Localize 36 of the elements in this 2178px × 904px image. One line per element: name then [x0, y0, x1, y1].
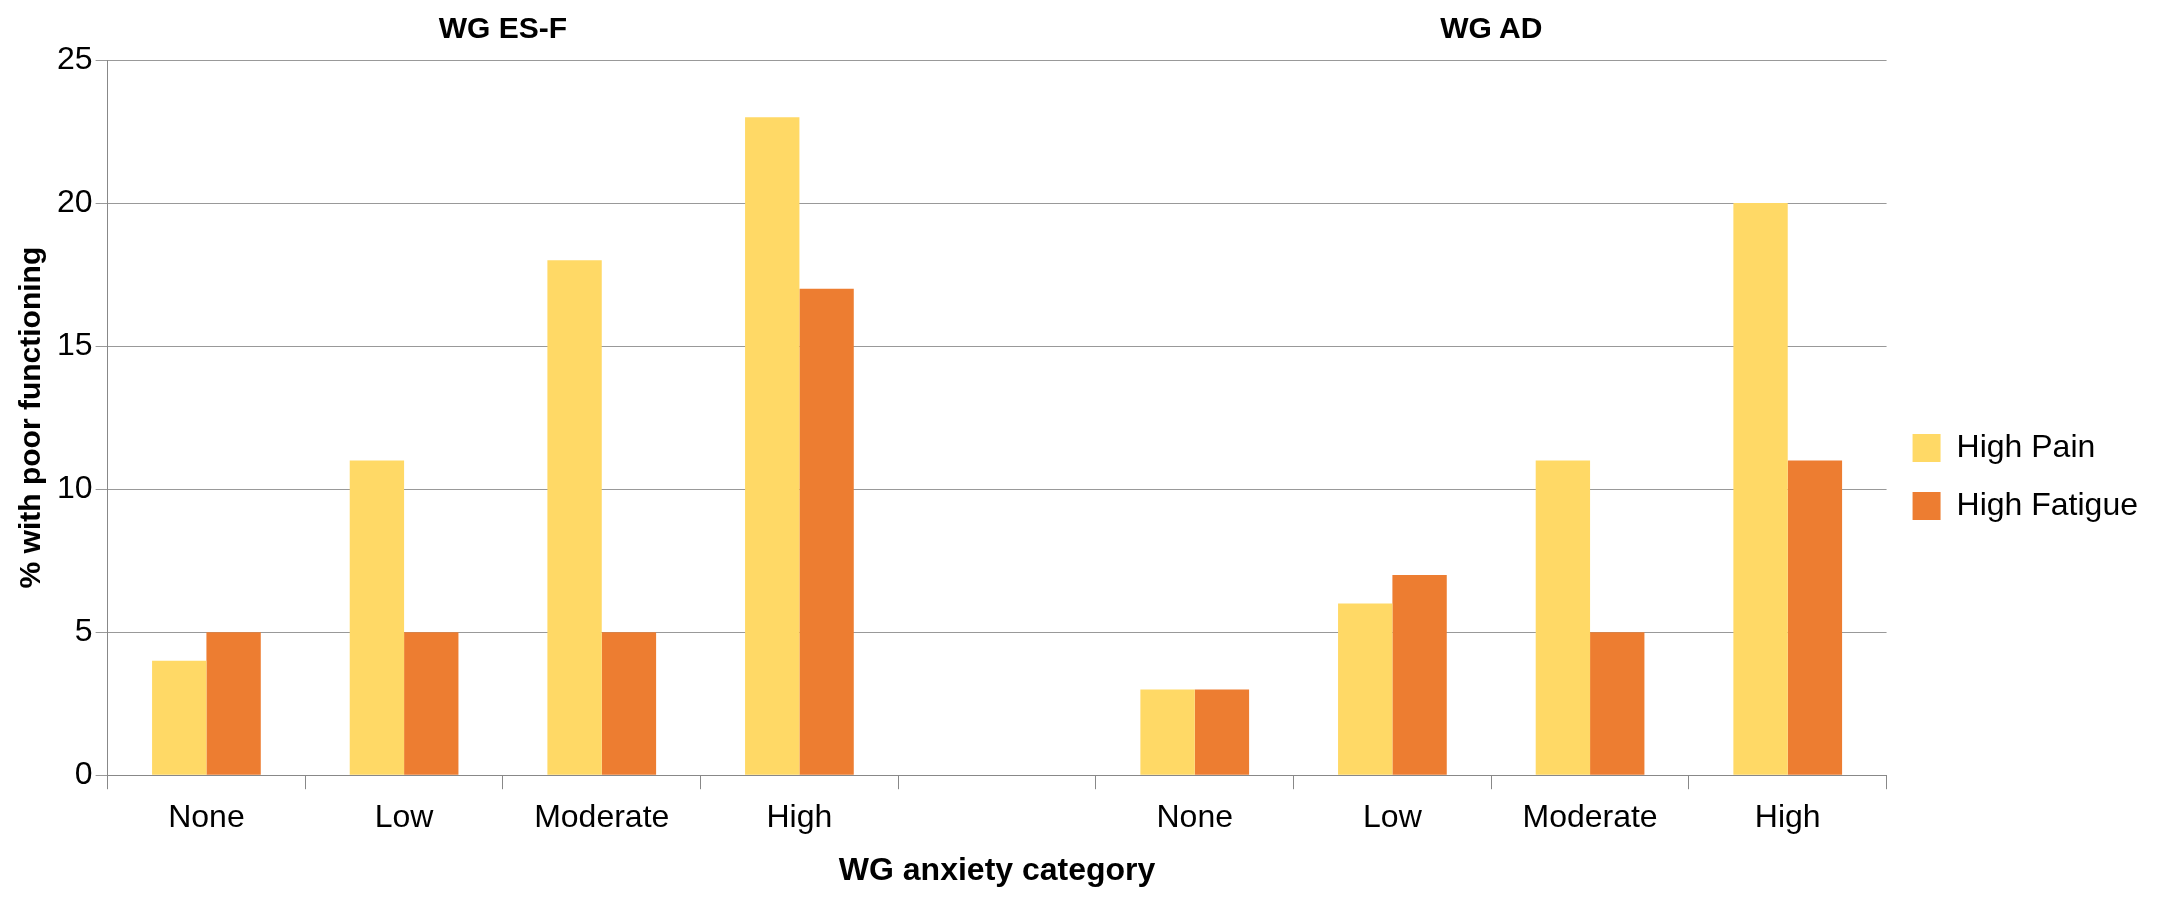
x-tick-label: Moderate — [534, 798, 670, 835]
x-axis-title: WG anxiety category — [838, 850, 1156, 887]
y-axis-title: % with poor functioning — [13, 246, 47, 589]
bar — [799, 288, 854, 775]
bar — [745, 117, 800, 775]
y-tick-label: 25 — [57, 39, 93, 76]
y-tick-label: 0 — [74, 755, 93, 792]
legend-label: High Pain — [1956, 427, 2096, 464]
bar — [349, 460, 405, 775]
bar — [1787, 460, 1843, 775]
x-tick-label: High — [766, 798, 833, 835]
bar — [547, 260, 602, 775]
bar — [1140, 689, 1195, 775]
bar — [1535, 460, 1591, 775]
bar — [1733, 203, 1788, 775]
x-tick-label: None — [1156, 798, 1233, 835]
text: WG AD — [1440, 11, 1543, 45]
bar — [1338, 603, 1393, 775]
bar — [1392, 574, 1447, 775]
x-tick-label: None — [168, 798, 245, 835]
bar — [601, 632, 657, 775]
legend-label: High Fatigue — [1956, 485, 2138, 522]
bar — [152, 660, 207, 775]
y-tick-label: 20 — [57, 182, 93, 219]
y-tick-label: 10 — [57, 468, 93, 505]
text: WG ES-F — [438, 11, 568, 45]
y-tick-label: 15 — [57, 325, 93, 362]
x-tick-label: High — [1754, 798, 1821, 835]
bar — [1590, 632, 1645, 775]
x-tick-label: Low — [1363, 798, 1423, 835]
bar — [1194, 689, 1250, 775]
x-tick-label: Moderate — [1522, 798, 1658, 835]
x-tick-label: Low — [374, 798, 435, 835]
bar — [404, 632, 459, 775]
bar — [206, 632, 261, 775]
y-tick-label: 5 — [74, 611, 93, 648]
